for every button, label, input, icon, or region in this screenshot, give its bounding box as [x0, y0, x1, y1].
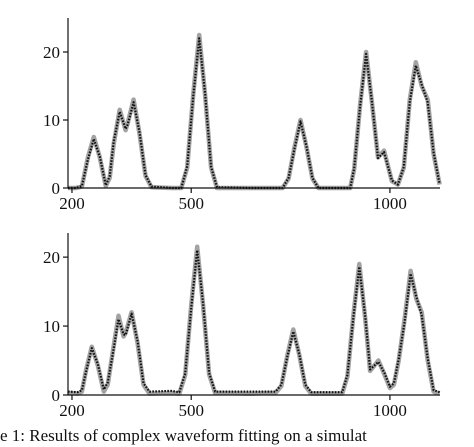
- caption: e 1: Results of complex waveform fitting…: [0, 426, 367, 445]
- x-tick-label: 1000: [373, 401, 407, 420]
- series-line: [68, 37, 441, 190]
- x-tick-label: 500: [178, 401, 204, 420]
- y-tick-label: 20: [43, 248, 60, 267]
- series-line: [67, 244, 441, 396]
- y-tick-label: 20: [43, 43, 60, 62]
- y-tick-label: 0: [52, 179, 61, 198]
- series-line: [67, 249, 440, 394]
- y-tick-label: 10: [43, 111, 60, 130]
- series-line: [68, 32, 442, 191]
- y-tick-label: 0: [52, 386, 61, 405]
- x-tick-label: 1000: [373, 194, 407, 213]
- x-tick-label: 200: [59, 401, 85, 420]
- y-tick-label: 10: [43, 317, 60, 336]
- x-tick-label: 200: [59, 194, 85, 213]
- x-tick-label: 500: [178, 194, 204, 213]
